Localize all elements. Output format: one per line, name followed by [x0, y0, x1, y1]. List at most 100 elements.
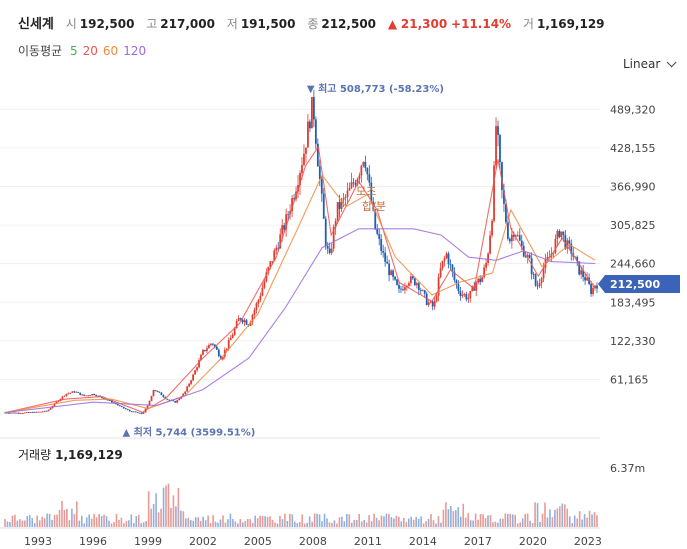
candle-body [241, 319, 244, 323]
candle-body [469, 291, 472, 299]
volume-bar [43, 518, 46, 527]
volume-bar [264, 516, 266, 527]
candle-body [312, 97, 315, 120]
chart-annotations: ▼ 최고 508,773 (-58.23%) ▲ 최저 5,744 (3599.5… [122, 82, 443, 438]
candle-body [588, 277, 590, 285]
candle-body [194, 370, 196, 375]
candle-body [326, 245, 329, 249]
candle-body [510, 234, 513, 242]
volume-bar [118, 519, 120, 527]
volume-bar [440, 522, 442, 527]
volume-bar [467, 513, 469, 527]
candle-body [285, 214, 288, 230]
candle-body [116, 404, 119, 406]
candle-body [208, 345, 210, 349]
moving-average-120[interactable]: 120 [123, 44, 147, 58]
volume-bar [155, 493, 157, 527]
volume-bar [194, 517, 197, 527]
candle-body [124, 408, 127, 410]
moving-average-5[interactable]: 5 [70, 44, 78, 58]
candle-body [336, 202, 339, 221]
volume-bar [80, 515, 83, 527]
candle-body [310, 97, 313, 129]
candle-body [301, 165, 303, 173]
volume-bar [534, 502, 536, 527]
candle-body [215, 346, 218, 350]
volume-bar [435, 523, 437, 527]
candle-body [578, 261, 581, 275]
volume-bar [105, 516, 108, 527]
volume-bar [390, 517, 393, 527]
candle-body [243, 320, 246, 323]
moving-average-legend[interactable]: 이동평균 5 20 60 120 [18, 42, 151, 59]
candle-body [229, 338, 232, 341]
volume-bar [402, 517, 405, 527]
volume-bar [596, 515, 598, 527]
candle-body [457, 284, 460, 292]
volume-bar [360, 521, 363, 527]
close-label: 종 [307, 17, 319, 31]
scale-dropdown[interactable]: Linear [623, 57, 677, 71]
volume-bar [516, 523, 519, 527]
candle-body [69, 392, 72, 394]
volume-bar [24, 520, 26, 527]
candle-body [344, 196, 347, 198]
candle-body [388, 263, 391, 276]
volume-bar [229, 513, 232, 527]
candle-body [534, 274, 537, 286]
volume-bar [507, 513, 509, 527]
candle-body [342, 197, 345, 200]
last-price-badge: 212,500 [598, 274, 680, 293]
volume-bar [539, 521, 541, 527]
candle-body [251, 315, 254, 322]
candle-body [437, 277, 440, 296]
candle-body [281, 225, 284, 235]
volume-bar [445, 502, 447, 527]
volume-bar [249, 519, 252, 527]
candle-body [41, 411, 44, 413]
volume-bar [68, 520, 71, 527]
candle-body [390, 270, 392, 276]
volume-bar [323, 513, 326, 527]
candle-body [439, 268, 442, 278]
candle-body [43, 410, 46, 412]
candle-body [314, 119, 317, 144]
candle-body [558, 230, 561, 238]
candle-body [140, 412, 143, 414]
volume-bar [182, 511, 185, 527]
candle-body [471, 286, 474, 292]
volume-bar [427, 518, 430, 527]
volume-bar [375, 517, 378, 527]
volume-bar [546, 517, 549, 527]
candle-body [202, 349, 204, 355]
candle-body [33, 411, 36, 413]
volume-bar [56, 514, 58, 527]
candle-body [273, 250, 276, 262]
volume-bar [269, 516, 271, 527]
volume-bars: 6.37m [0, 437, 645, 527]
volume-bar [11, 515, 14, 527]
volume-bar [432, 520, 435, 527]
volume-bar [316, 513, 318, 527]
moving-average-20[interactable]: 20 [82, 44, 98, 58]
candle-body [71, 391, 74, 393]
candle-body [225, 348, 228, 351]
candle-body [499, 134, 501, 163]
candle-body [31, 412, 34, 414]
volume-bar [16, 520, 19, 527]
candle-body [491, 220, 493, 236]
candle-body [27, 412, 30, 413]
moving-average-60[interactable]: 60 [102, 44, 119, 58]
candle-body [89, 395, 92, 397]
volume-bar [232, 518, 234, 527]
volume-bar [274, 522, 276, 527]
candle-body [449, 264, 452, 265]
candle-body [158, 391, 161, 393]
x-tick-label: 2023 [574, 535, 602, 548]
candle-body [118, 405, 121, 407]
candle-body [231, 334, 234, 339]
volume-bar [95, 517, 98, 527]
candle-body [213, 344, 216, 347]
candle-body [386, 261, 389, 264]
